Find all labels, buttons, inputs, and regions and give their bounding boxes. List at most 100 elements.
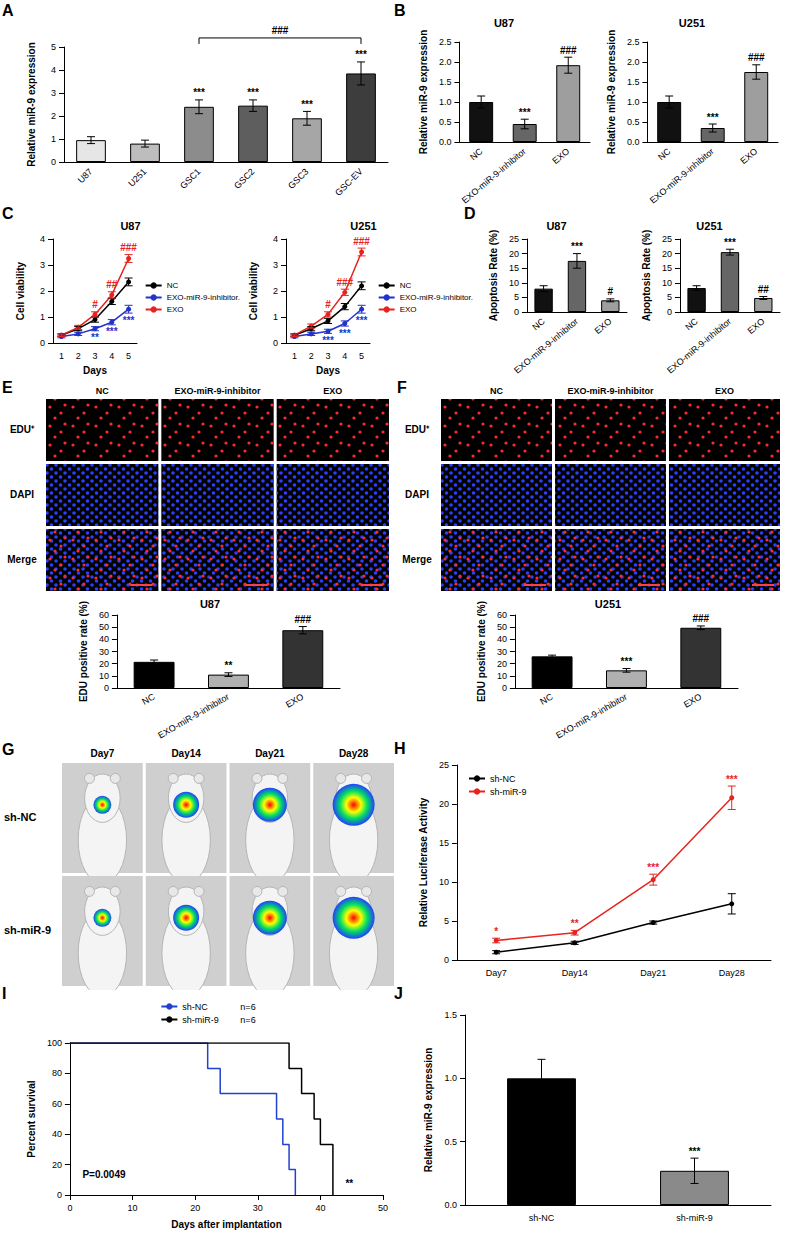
- svg-text:###: ###: [294, 614, 311, 625]
- svg-text:EXO-miR-9-inhibitor.: EXO-miR-9-inhibitor.: [400, 293, 473, 302]
- svg-text:30: 30: [497, 647, 507, 657]
- svg-text:GSC3: GSC3: [286, 166, 310, 190]
- svg-text:EXO-miR-9-inhibitor: EXO-miR-9-inhibitor: [665, 316, 733, 375]
- svg-text:0: 0: [273, 338, 278, 348]
- svg-text:EXO: EXO: [323, 386, 342, 396]
- svg-text:EXO-miR-9-inhibitor: EXO-miR-9-inhibitor: [554, 692, 629, 741]
- svg-text:NC: NC: [656, 146, 673, 162]
- svg-text:Relative miR-9 expression: Relative miR-9 expression: [26, 42, 37, 167]
- svg-text:1: 1: [59, 351, 64, 361]
- svg-text:**: **: [571, 918, 579, 929]
- svg-text:Relative Luciferase Activity: Relative Luciferase Activity: [418, 797, 429, 927]
- svg-text:10: 10: [99, 671, 109, 681]
- svg-text:0.5: 0.5: [627, 117, 640, 127]
- svg-text:Days: Days: [83, 365, 107, 376]
- svg-text:5: 5: [359, 351, 364, 361]
- svg-text:Cell viability: Cell viability: [248, 261, 259, 320]
- svg-text:20: 20: [52, 1160, 62, 1170]
- svg-text:EXO-miR-9-inhibitor: EXO-miR-9-inhibitor: [156, 692, 231, 741]
- svg-text:U87: U87: [494, 17, 514, 29]
- svg-text:0.5: 0.5: [444, 1137, 457, 1147]
- svg-text:***: ***: [339, 328, 351, 339]
- svg-text:EDU positive rate (%): EDU positive rate (%): [78, 601, 89, 702]
- svg-text:#: #: [92, 299, 98, 310]
- svg-text:1: 1: [292, 351, 297, 361]
- svg-text:0.0: 0.0: [444, 1200, 457, 1210]
- svg-text:Days after implantation: Days after implantation: [171, 1219, 282, 1230]
- svg-text:10: 10: [128, 1203, 138, 1213]
- svg-text:##: ##: [758, 284, 770, 295]
- svg-text:EXO: EXO: [400, 305, 417, 314]
- svg-text:***: ***: [724, 237, 736, 248]
- svg-text:60: 60: [497, 610, 507, 620]
- svg-text:3: 3: [273, 260, 278, 270]
- svg-text:1.5: 1.5: [439, 77, 452, 87]
- svg-text:GSC-EV: GSC-EV: [333, 166, 364, 197]
- svg-text:5: 5: [444, 916, 449, 926]
- svg-text:EDU⁺: EDU⁺: [405, 424, 430, 435]
- svg-text:sh-miR-9: sh-miR-9: [4, 924, 51, 936]
- svg-text:20: 20: [497, 659, 507, 669]
- svg-text:0: 0: [67, 1203, 72, 1213]
- svg-text:50: 50: [378, 1203, 388, 1213]
- svg-text:EXO-miR-9-inhibitor: EXO-miR-9-inhibitor: [460, 146, 528, 205]
- svg-text:U87: U87: [120, 220, 140, 232]
- svg-text:2: 2: [273, 286, 278, 296]
- svg-text:sh-miR-9: sh-miR-9: [490, 787, 527, 797]
- svg-text:#: #: [325, 299, 331, 310]
- svg-text:***: ***: [621, 656, 633, 667]
- svg-text:Day28: Day28: [339, 748, 369, 759]
- svg-text:EXO-miR-9-inhibitor: EXO-miR-9-inhibitor: [568, 386, 654, 396]
- svg-text:***: ***: [356, 315, 368, 326]
- svg-text:4: 4: [40, 234, 45, 244]
- svg-text:0: 0: [51, 157, 56, 167]
- svg-text:2.5: 2.5: [627, 37, 640, 47]
- svg-text:EXO: EXO: [746, 316, 767, 336]
- svg-text:40: 40: [52, 1129, 62, 1139]
- svg-text:50: 50: [497, 622, 507, 632]
- svg-text:NC: NC: [530, 316, 547, 332]
- svg-text:EXO: EXO: [593, 316, 614, 336]
- svg-text:***: ***: [689, 1146, 701, 1157]
- svg-text:sh-miR-9: sh-miR-9: [676, 1213, 713, 1223]
- svg-text:***: ***: [301, 99, 313, 110]
- svg-text:4: 4: [273, 234, 278, 244]
- svg-text:*: *: [494, 926, 498, 937]
- svg-text:25: 25: [439, 760, 449, 770]
- svg-text:***: ***: [193, 87, 205, 98]
- svg-text:GSC2: GSC2: [232, 166, 256, 190]
- svg-text:sh-NC: sh-NC: [529, 1213, 555, 1223]
- svg-text:0: 0: [514, 307, 519, 317]
- svg-text:###: ###: [120, 242, 137, 253]
- svg-text:80: 80: [52, 1068, 62, 1078]
- svg-text:3: 3: [51, 88, 56, 98]
- svg-text:1.5: 1.5: [444, 1010, 457, 1020]
- svg-text:***: ***: [647, 862, 659, 873]
- svg-text:U251: U251: [679, 17, 705, 29]
- svg-text:sh-miR-9: sh-miR-9: [182, 1015, 219, 1025]
- svg-text:0: 0: [667, 307, 672, 317]
- svg-text:EXO-miR-9-inhibitor: EXO-miR-9-inhibitor: [648, 146, 716, 205]
- svg-text:60: 60: [99, 610, 109, 620]
- svg-text:EDU positive rate (%): EDU positive rate (%): [476, 601, 487, 702]
- svg-text:#: #: [608, 286, 614, 297]
- svg-text:Day21: Day21: [640, 968, 666, 978]
- svg-text:n=6: n=6: [240, 1002, 255, 1012]
- svg-text:15: 15: [439, 838, 449, 848]
- svg-text:40: 40: [315, 1203, 325, 1213]
- svg-text:Relative miR-9 expression: Relative miR-9 expression: [606, 30, 617, 155]
- svg-text:25: 25: [662, 234, 672, 244]
- svg-text:Day14: Day14: [562, 968, 588, 978]
- svg-text:3: 3: [92, 351, 97, 361]
- svg-text:2: 2: [51, 111, 56, 121]
- svg-text:5: 5: [51, 42, 56, 52]
- svg-text:U251: U251: [126, 166, 148, 188]
- svg-text:1: 1: [40, 312, 45, 322]
- svg-text:NC: NC: [490, 386, 503, 396]
- svg-text:Day21: Day21: [255, 748, 285, 759]
- svg-text:20: 20: [662, 249, 672, 259]
- svg-text:40: 40: [497, 634, 507, 644]
- svg-text:4: 4: [342, 351, 347, 361]
- svg-text:EXO: EXO: [682, 692, 703, 710]
- svg-text:50: 50: [99, 622, 109, 632]
